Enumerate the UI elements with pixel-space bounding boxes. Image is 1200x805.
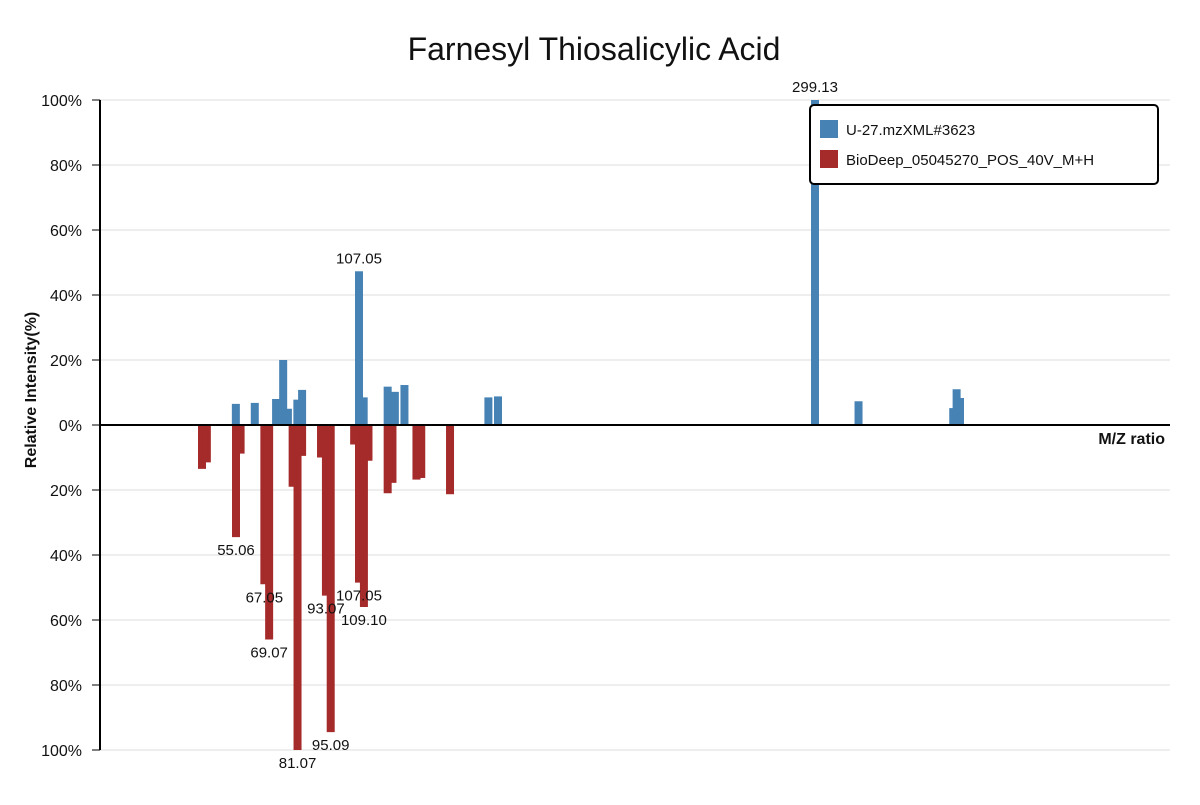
peak-bar-query xyxy=(298,389,307,425)
y-tick-label: 20% xyxy=(50,483,82,500)
peak-bar-reference xyxy=(359,425,368,607)
peak-bar-reference xyxy=(364,425,373,461)
peak-label: 95.09 xyxy=(312,737,350,754)
peak-bar-query xyxy=(400,385,409,425)
peak-bar-reference xyxy=(288,425,297,487)
y-tick-label: 100% xyxy=(41,93,82,110)
peak-bar-query xyxy=(359,397,368,425)
peak-bar-query xyxy=(272,399,281,425)
peak-label: 107.05 xyxy=(336,588,382,605)
peak-bar-query xyxy=(283,408,292,425)
peak-bar-query xyxy=(811,100,819,425)
y-tick-label: 60% xyxy=(50,613,82,630)
peak-bar-query xyxy=(231,403,240,425)
peak-label: 107.05 xyxy=(336,250,382,267)
peak-label: 55.06 xyxy=(217,542,255,559)
y-tick-label: 20% xyxy=(50,353,82,370)
legend-label-series-1: U-27.mzXML#3623 xyxy=(846,122,975,139)
peak-bar-query xyxy=(293,399,302,425)
y-tick-label: 0% xyxy=(59,418,82,435)
peak-bar-reference xyxy=(236,425,245,454)
peak-bar-query xyxy=(279,360,288,425)
y-tick-label: 40% xyxy=(50,548,82,565)
y-tick-label: 80% xyxy=(50,678,82,695)
peak-bar-reference xyxy=(355,425,363,583)
peak-bar-query xyxy=(355,271,363,425)
peak-bar-reference xyxy=(265,425,274,640)
peak-bar-reference xyxy=(326,425,335,733)
peak-bar-reference xyxy=(412,425,421,480)
peak-bar-reference xyxy=(388,425,397,483)
legend-box xyxy=(809,104,1159,185)
peak-bar-reference xyxy=(446,425,455,495)
y-tick-labels: 100% 80% 60% 40% 20% 0% 20% 40% 60% 80% 100% xyxy=(41,93,100,760)
y-tick-label: 80% xyxy=(50,158,82,175)
peak-bar-reference xyxy=(417,425,426,478)
peak-bar-reference xyxy=(260,425,269,585)
peak-label: 299.13 xyxy=(792,79,838,96)
peak-bar-query xyxy=(484,397,493,425)
peak-bar-reference xyxy=(383,425,392,494)
peak-bar-query xyxy=(383,386,392,425)
legend-swatch-series-1 xyxy=(820,120,838,138)
y-tick-label: 100% xyxy=(41,743,82,760)
peak-bar-reference xyxy=(321,425,330,596)
peak-bars xyxy=(198,100,964,750)
peak-bar-query xyxy=(250,402,259,425)
peak-label: 69.07 xyxy=(250,645,288,662)
x-axis-label: M/Z ratio xyxy=(1098,431,1165,448)
peak-bar-query xyxy=(390,391,399,425)
peak-labels: 107.05 299.13 55.06 67.05 69.07 81.07 93.07 95.… xyxy=(217,79,838,772)
legend-swatch-series-2 xyxy=(820,150,838,168)
peak-label: 67.05 xyxy=(246,589,284,606)
peak-label: 109.10 xyxy=(341,612,387,629)
peak-bar-reference xyxy=(350,425,359,445)
peak-label: 81.07 xyxy=(279,755,317,772)
peak-label: 93.07 xyxy=(307,601,345,618)
y-axis-label: Relative Intensity(%) xyxy=(23,312,40,468)
peak-bar-reference xyxy=(317,425,326,458)
peak-bar-query xyxy=(494,396,502,425)
legend: U-27.mzXML#3623 BioDeep_05045270_POS_40V… xyxy=(809,104,1159,185)
peak-bar-query xyxy=(854,401,863,425)
peak-bar-reference xyxy=(298,425,307,456)
peak-bar-reference xyxy=(202,425,211,463)
legend-label-series-2: BioDeep_05045270_POS_40V_M+H xyxy=(846,152,1094,169)
peak-bar-query xyxy=(956,398,964,425)
y-tick-label: 40% xyxy=(50,288,82,305)
chart-title: Farnesyl Thiosalicylic Acid xyxy=(408,31,781,67)
peak-bar-reference xyxy=(198,425,206,469)
peak-bar-reference xyxy=(232,425,240,538)
y-tick-label: 60% xyxy=(50,223,82,240)
peak-bar-reference xyxy=(293,425,302,750)
